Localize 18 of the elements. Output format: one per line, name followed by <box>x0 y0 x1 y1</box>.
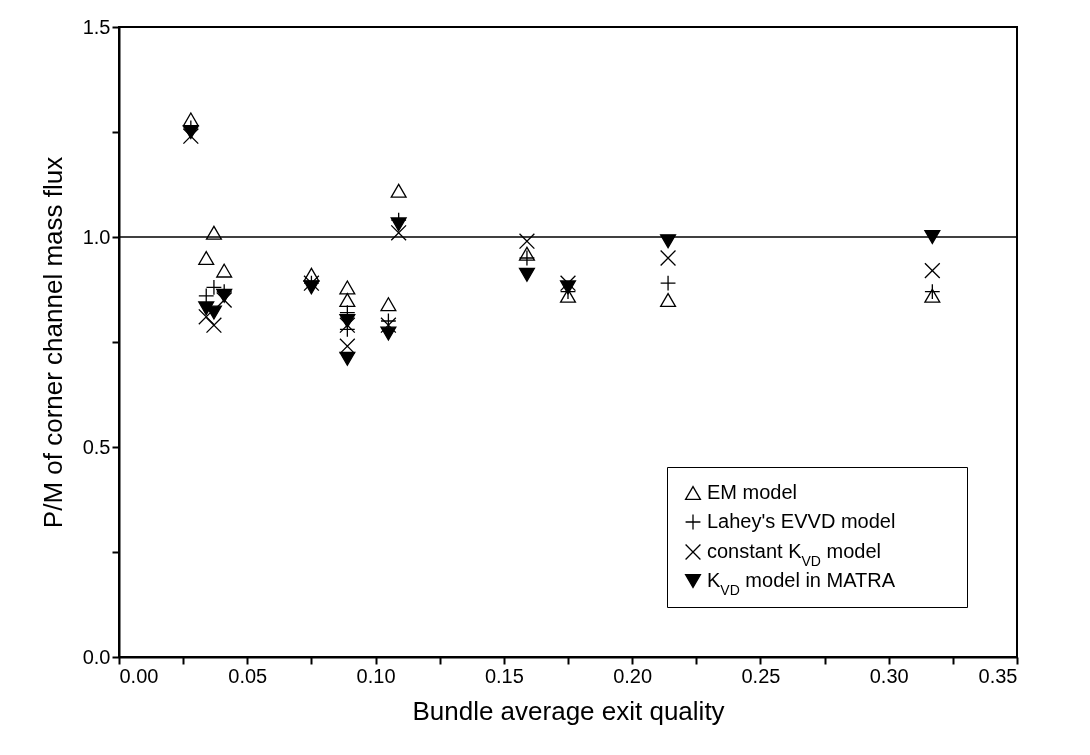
legend-label: constant K$_{VD}$ model <box>707 540 881 569</box>
y-axis-title: P/M of corner channel mass flux <box>37 156 68 529</box>
x-tick-label: 0.15 <box>484 664 524 687</box>
y-tick-label: 0.5 <box>82 435 111 458</box>
y-tick-label: 1.0 <box>82 225 111 248</box>
x-tick-label: 0.30 <box>869 664 909 687</box>
legend-label: Lahey's EVVD model <box>707 510 896 532</box>
x-tick-label: 0.05 <box>228 664 268 687</box>
legend-label: K$_{VD}$ model in MATRA <box>707 569 896 598</box>
x-tick-label: 0.00 <box>119 664 159 687</box>
y-tick-label: 0.0 <box>82 645 111 668</box>
x-tick-label: 0.25 <box>741 664 781 687</box>
x-tick-label: 0.20 <box>613 664 653 687</box>
x-axis-title: Bundle average exit quality <box>412 695 725 726</box>
x-tick-label: 0.10 <box>356 664 396 687</box>
y-tick-label: 1.5 <box>82 15 111 38</box>
x-tick-label: 0.35 <box>978 664 1018 687</box>
legend-label: EM model <box>707 481 798 503</box>
